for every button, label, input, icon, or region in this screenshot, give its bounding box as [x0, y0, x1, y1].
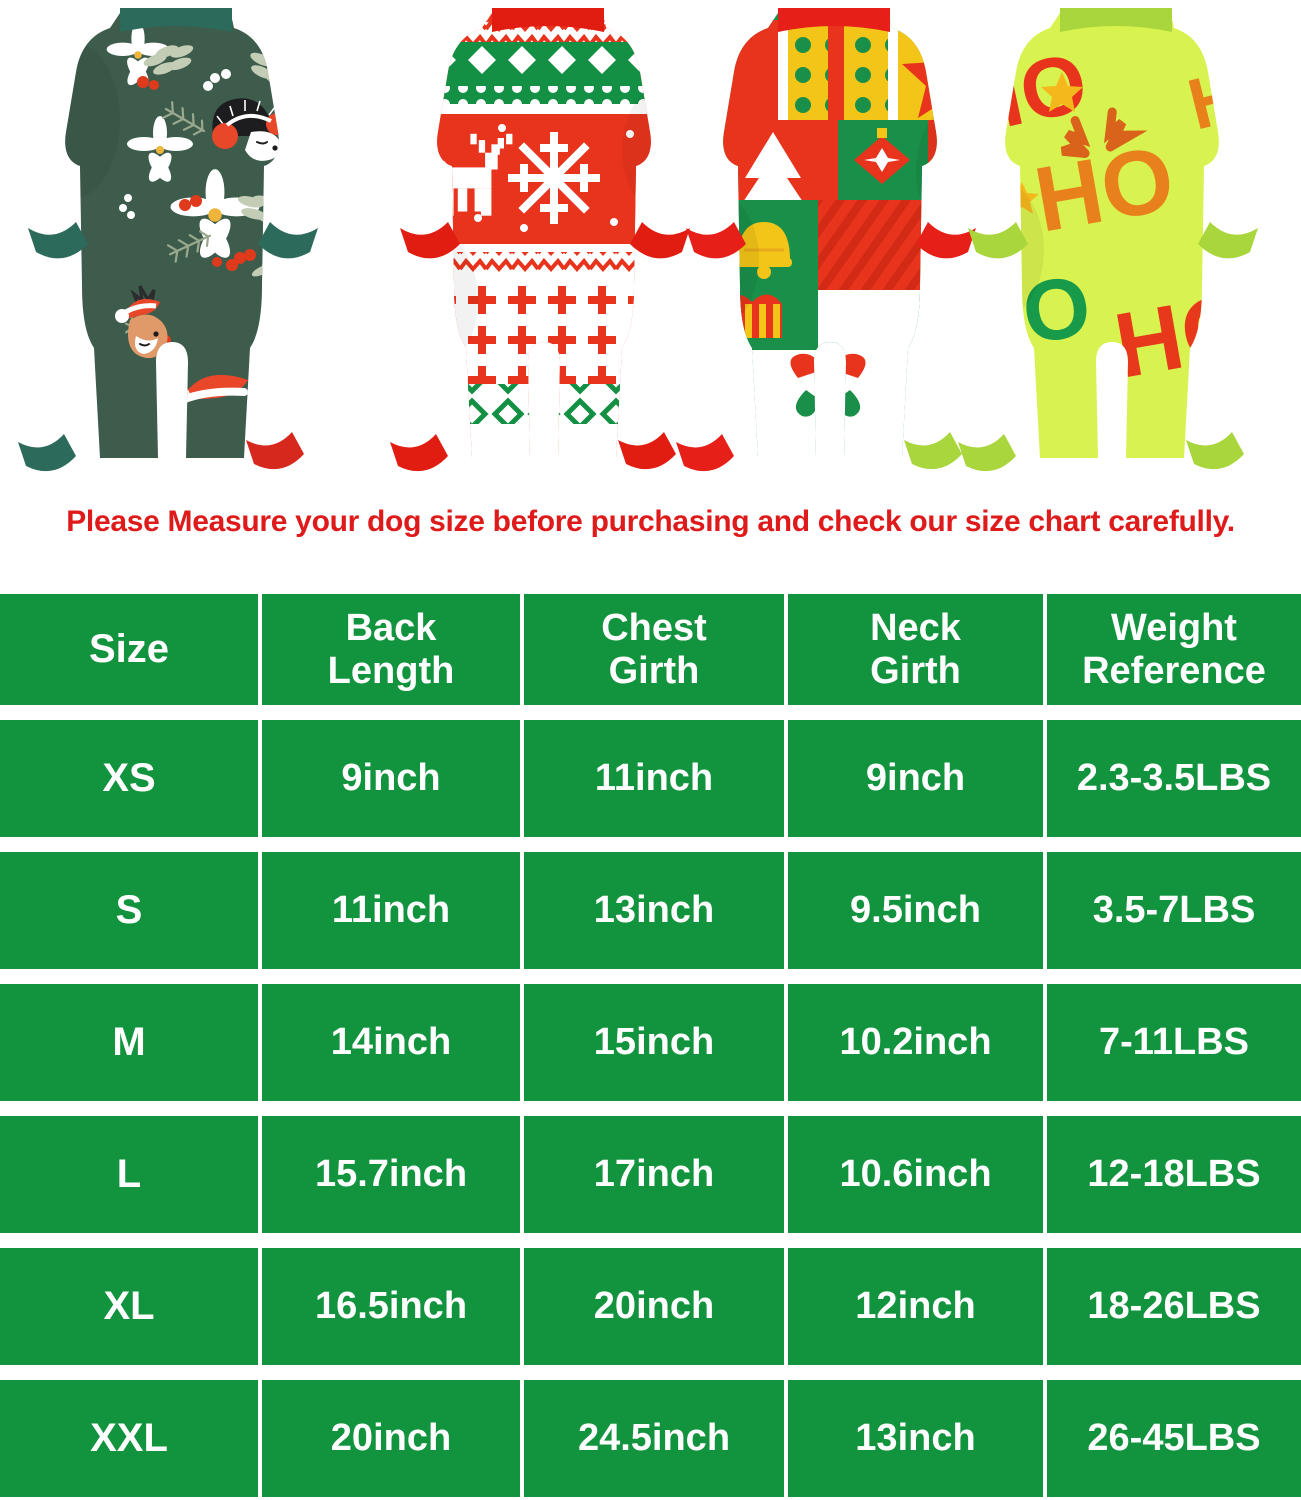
cell-weight-reference: 26-45LBS	[1047, 1380, 1301, 1497]
cell-weight-reference: 2.3-3.5LBS	[1047, 720, 1301, 837]
cell-chest-girth: 15inch	[524, 984, 784, 1101]
cell-size: XXL	[0, 1380, 258, 1497]
cell-back-length: 11inch	[262, 852, 520, 969]
column-header-back-length: Back Length	[262, 594, 520, 705]
table-row: XL 16.5inch 20inch 12inch 18-26LBS	[0, 1248, 1301, 1365]
cuff	[676, 8, 976, 472]
cell-chest-girth: 13inch	[524, 852, 784, 969]
measure-warning-headline: Please Measure your dog size before purc…	[66, 505, 1235, 538]
cell-weight-reference: 12-18LBS	[1047, 1116, 1301, 1233]
cell-neck-girth: 12inch	[788, 1248, 1043, 1365]
svg-text:HO: HO	[1028, 127, 1182, 251]
cell-back-length: 9inch	[262, 720, 520, 837]
column-header-neck-girth: Neck Girth	[788, 594, 1043, 705]
cell-size: XL	[0, 1248, 258, 1365]
table-row: S 11inch 13inch 9.5inch 3.5-7LBS	[0, 852, 1301, 969]
table-row: M 14inch 15inch 10.2inch 7-11LBS	[0, 984, 1301, 1101]
table-header-row: Size Back Length Chest Girth Neck Girth	[0, 594, 1301, 705]
cell-neck-girth: 9inch	[788, 720, 1043, 837]
cell-chest-girth: 24.5inch	[524, 1380, 784, 1497]
cell-weight-reference: 7-11LBS	[1047, 984, 1301, 1101]
column-header-size: Size	[0, 594, 258, 705]
size-chart-table: Size Back Length Chest Girth Neck Girth	[0, 594, 1301, 1497]
column-header-chest-girth: Chest Girth	[524, 594, 784, 705]
table-row: L 15.7inch 17inch 10.6inch 12-18LBS	[0, 1116, 1301, 1233]
cell-neck-girth: 9.5inch	[788, 852, 1043, 969]
table-row: XXL 20inch 24.5inch 13inch 26-45LBS	[0, 1380, 1301, 1497]
product-image-red-white-nordic-reindeer-pajama	[382, 0, 712, 478]
cell-weight-reference: 18-26LBS	[1047, 1248, 1301, 1365]
product-image-patchwork-giftbox-pajama	[668, 0, 998, 478]
cell-back-length: 15.7inch	[262, 1116, 520, 1233]
cell-size: L	[0, 1116, 258, 1233]
cell-size: M	[0, 984, 258, 1101]
cell-weight-reference: 3.5-7LBS	[1047, 852, 1301, 969]
cell-neck-girth: 10.2inch	[788, 984, 1043, 1101]
cell-back-length: 14inch	[262, 984, 520, 1101]
cuff	[18, 8, 318, 472]
cell-chest-girth: 17inch	[524, 1116, 784, 1233]
cell-chest-girth: 20inch	[524, 1248, 784, 1365]
print-ho-orange: HO	[1028, 107, 1182, 252]
cuff	[958, 8, 1258, 472]
product-image-dark-green-forest-animal-pajama	[10, 0, 340, 478]
cell-back-length: 16.5inch	[262, 1248, 520, 1365]
product-image-gallery: HO HO	[0, 0, 1301, 492]
cuff	[390, 8, 690, 472]
column-header-weight-reference: Weight Reference	[1047, 594, 1301, 705]
cell-size: S	[0, 852, 258, 969]
product-image-lime-green-ho-ho-ho-pajama: HO HO	[950, 0, 1280, 478]
cell-neck-girth: 10.6inch	[788, 1116, 1043, 1233]
cell-chest-girth: 11inch	[524, 720, 784, 837]
cell-neck-girth: 13inch	[788, 1380, 1043, 1497]
cell-back-length: 20inch	[262, 1380, 520, 1497]
table-row: XS 9inch 11inch 9inch 2.3-3.5LBS	[0, 720, 1301, 837]
cell-size: XS	[0, 720, 258, 837]
